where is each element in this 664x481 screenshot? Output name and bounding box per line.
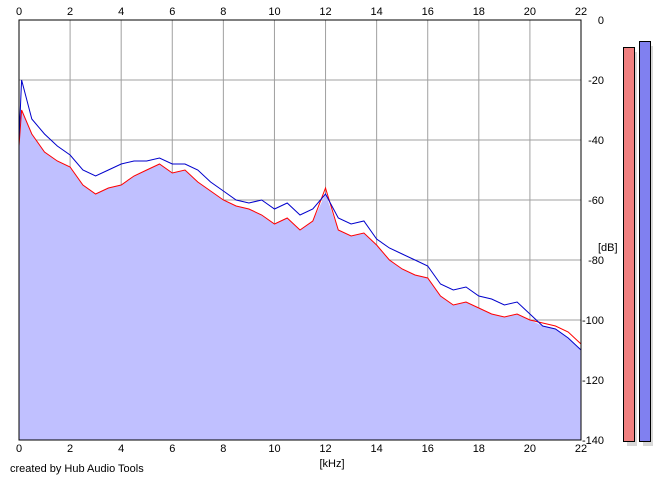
y-tick-label: -120 (582, 375, 604, 387)
x-tick-label-bottom: 18 (473, 443, 485, 455)
y-tick-label: -100 (582, 315, 604, 327)
x-tick-label-top: 10 (268, 6, 280, 18)
credit-text: created by Hub Audio Tools (10, 463, 144, 475)
x-tick-label-bottom: 10 (268, 443, 280, 455)
x-tick-label-bottom: 0 (16, 443, 22, 455)
y-tick-label: -40 (588, 135, 604, 147)
x-tick-label-bottom: 4 (118, 443, 124, 455)
x-tick-label-bottom: 14 (371, 443, 383, 455)
y-tick-label: -140 (582, 435, 604, 447)
spectrum-fill-area (19, 110, 581, 440)
plot-frame (18, 19, 582, 441)
x-tick-label-bottom: 20 (524, 443, 536, 455)
x-tick-label-top: 12 (319, 6, 331, 18)
y-tick-label: -60 (588, 195, 604, 207)
x-tick-label-top: 0 (16, 6, 22, 18)
y-tick-labels: 0 -20 -40 -60 -80 -100 -120 -140 (582, 15, 604, 447)
x-tick-labels-top: 0 2 4 6 8 10 12 14 16 18 20 22 (16, 6, 587, 18)
series-blue-line (18, 79, 582, 351)
x-tick-label-top: 18 (473, 6, 485, 18)
x-tick-label-top: 20 (524, 6, 536, 18)
x-tick-label-top: 8 (220, 6, 226, 18)
x-tick-label-bottom: 8 (220, 443, 226, 455)
y-tick-label: 0 (598, 15, 604, 27)
x-tick-label-bottom: 22 (575, 443, 587, 455)
x-tick-label-bottom: 16 (422, 443, 434, 455)
y-tick-label: -80 (588, 255, 604, 267)
x-tick-label-bottom: 12 (319, 443, 331, 455)
x-tick-label-top: 22 (575, 6, 587, 18)
x-tick-label-bottom: 2 (67, 443, 73, 455)
x-axis-label: [kHz] (319, 458, 344, 470)
y-tick-label: -20 (588, 75, 604, 87)
x-tick-label-top: 16 (422, 6, 434, 18)
x-tick-label-top: 6 (169, 6, 175, 18)
x-tick-labels-bottom: 0 2 4 6 8 10 12 14 16 18 20 22 (16, 443, 587, 455)
x-tick-label-top: 2 (67, 6, 73, 18)
x-tick-label-top: 14 (371, 6, 383, 18)
series-red-line (18, 109, 582, 345)
right-level-meter (639, 41, 651, 442)
x-tick-label-top: 4 (118, 6, 124, 18)
x-tick-label-bottom: 6 (169, 443, 175, 455)
y-axis-label: [dB] (598, 242, 618, 254)
left-level-meter (623, 47, 635, 442)
